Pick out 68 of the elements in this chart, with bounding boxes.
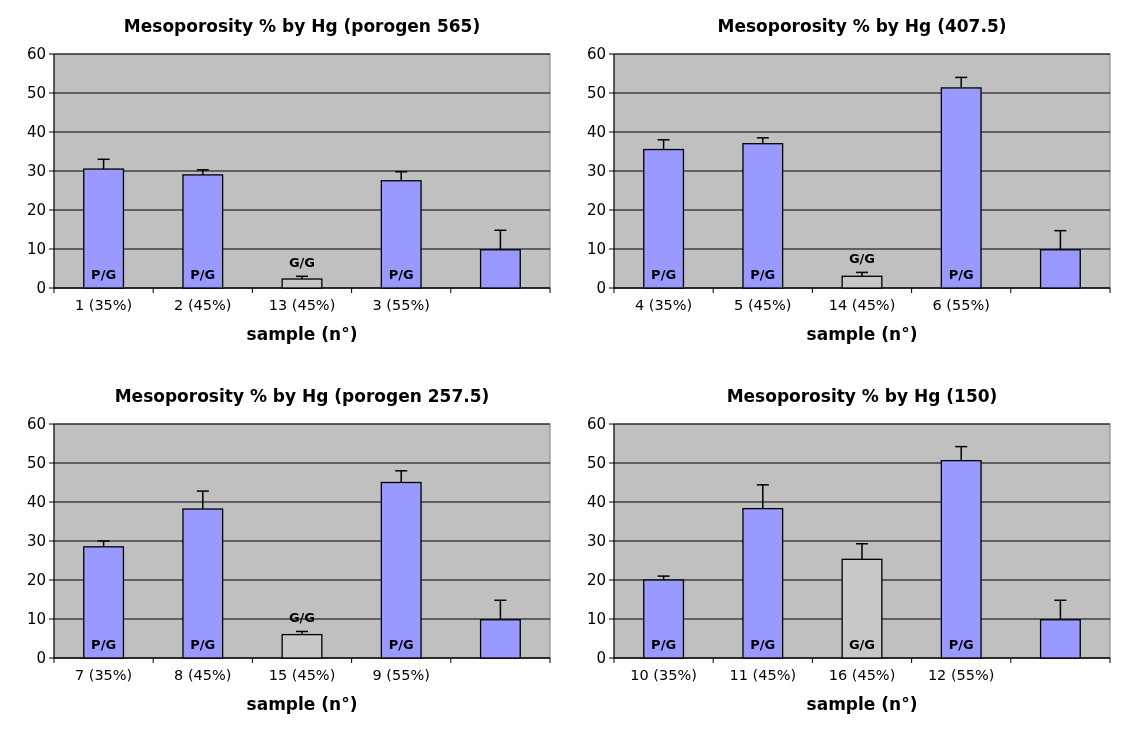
x-tick-label: 11 (45%)	[729, 667, 797, 683]
data-label: G/G	[288, 610, 316, 626]
y-tick-label: 60	[26, 415, 46, 434]
x-tick-label: 8 (45%)	[174, 667, 232, 683]
x-axis-title: sample (n°)	[246, 324, 358, 344]
y-tick-label: 20	[26, 571, 46, 590]
y-tick-label: 50	[586, 454, 606, 473]
x-axis-title: sample (n°)	[806, 324, 918, 344]
y-tick-label: 0	[596, 279, 606, 298]
y-tick-label: 20	[26, 201, 46, 220]
x-tick-label: 5 (45%)	[734, 297, 792, 313]
y-tick-label: 50	[586, 84, 606, 103]
y-tick-label: 10	[26, 240, 46, 259]
data-label: P/G	[651, 266, 677, 282]
x-tick-label: 2 (45%)	[174, 297, 232, 313]
y-tick-label: 30	[26, 162, 46, 181]
data-label: P/G	[388, 636, 414, 652]
y-tick-label: 40	[586, 493, 606, 512]
chart-title: Mesoporosity % by Hg (407.5)	[717, 16, 1007, 36]
data-label: P/G	[190, 636, 216, 652]
x-tick-label: 4 (35%)	[634, 297, 693, 313]
y-tick-label: 40	[26, 123, 46, 142]
data-label: G/G	[848, 636, 876, 652]
y-tick-label: 20	[586, 201, 606, 220]
y-tick-label: 30	[586, 162, 606, 181]
data-label: P/G	[388, 266, 414, 282]
y-tick-label: 0	[36, 649, 46, 668]
y-tick-label: 0	[36, 279, 46, 298]
y-tick-label: 50	[26, 84, 46, 103]
x-axis-title: sample (n°)	[806, 694, 918, 714]
y-tick-label: 0	[596, 649, 606, 668]
x-tick-label: 9 (55%)	[372, 667, 430, 683]
x-tick-label: 6 (55%)	[932, 297, 990, 313]
y-tick-label: 50	[26, 454, 46, 473]
chart-title: Mesoporosity % by Hg (150)	[726, 386, 998, 406]
x-tick-label: 13 (45%)	[268, 297, 336, 313]
data-label: P/G	[91, 636, 117, 652]
data-label: P/G	[91, 266, 117, 282]
x-tick-label: 16 (45%)	[828, 667, 896, 683]
y-tick-label: 10	[26, 610, 46, 629]
x-axis-title: sample (n°)	[246, 694, 358, 714]
data-label: P/G	[750, 636, 776, 652]
chart-title: Mesoporosity % by Hg (porogen 565)	[123, 16, 481, 36]
y-tick-label: 40	[26, 493, 46, 512]
data-label: P/G	[651, 636, 677, 652]
y-tick-label: 10	[586, 610, 606, 629]
y-tick-label: 60	[26, 45, 46, 64]
y-tick-label: 40	[586, 123, 606, 142]
data-label: P/G	[750, 266, 776, 282]
data-label: P/G	[948, 636, 974, 652]
data-label: P/G	[190, 266, 216, 282]
x-tick-label: 3 (55%)	[372, 297, 430, 313]
y-tick-label: 60	[586, 45, 606, 64]
y-tick-label: 10	[586, 240, 606, 259]
x-tick-label: 1 (35%)	[74, 297, 133, 313]
data-label: P/G	[948, 266, 974, 282]
x-tick-label: 12 (55%)	[927, 667, 995, 683]
y-tick-label: 20	[586, 571, 606, 590]
x-tick-label: 7 (35%)	[74, 667, 133, 683]
data-label: G/G	[288, 254, 316, 270]
data-label: G/G	[848, 250, 876, 266]
y-tick-label: 60	[586, 415, 606, 434]
x-tick-label: 14 (45%)	[828, 297, 896, 313]
y-tick-label: 30	[26, 532, 46, 551]
x-tick-label: 15 (45%)	[268, 667, 336, 683]
y-tick-label: 30	[586, 532, 606, 551]
x-tick-label: 10 (35%)	[630, 667, 697, 683]
chart-title: Mesoporosity % by Hg (porogen 257.5)	[114, 386, 490, 406]
